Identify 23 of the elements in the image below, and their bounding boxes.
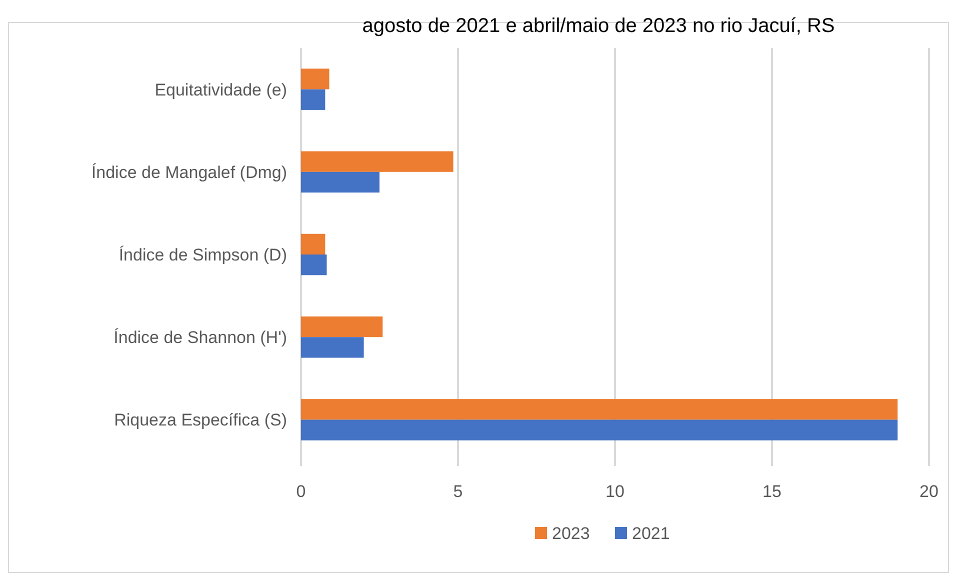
x-tick-label: 5 [453,482,463,501]
bar [301,172,380,193]
y-tick-label: Índice de Shannon (H') [114,328,287,348]
y-tick-label: Índice de Simpson (D) [118,245,287,264]
y-tick-label: Equitatividade (e) [154,80,287,100]
legend-label: 2023 [552,524,590,543]
legend-label: 2021 [632,524,670,543]
chart-title: agosto de 2021 e abril/maio de 2023 no rio Jacuí, RS [362,15,835,37]
y-tick-label: Índice de Mangalef (Dmg) [91,162,287,182]
x-tick-label: 15 [762,482,782,501]
y-tick-label: Riqueza Específica (S) [114,410,287,430]
x-tick-label: 10 [606,482,624,501]
bar [301,316,383,338]
x-tick-label: 0 [296,482,306,501]
bar [301,420,898,440]
bar [301,89,326,110]
bar [301,68,330,90]
bar [301,151,454,172]
bar [301,234,326,254]
x-tick-label: 20 [920,482,938,501]
bar [301,399,898,420]
bar [301,337,364,358]
bar [301,254,327,276]
